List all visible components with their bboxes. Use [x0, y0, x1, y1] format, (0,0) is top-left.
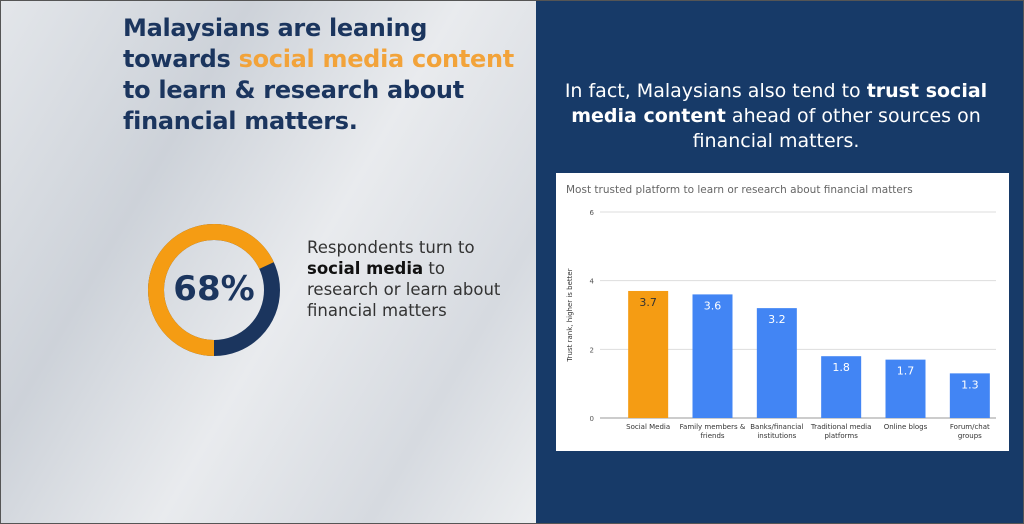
bar: [821, 356, 862, 418]
x-tick-label: groups: [958, 432, 982, 440]
donut-value-arc: [148, 224, 280, 356]
x-tick-label: Social Media: [626, 423, 670, 431]
data-label: 1.8: [832, 361, 850, 374]
headline-text-end: to learn & research about financial matt…: [123, 76, 464, 135]
donut-chart: [148, 224, 280, 356]
chart-title: Most trusted platform to learn or resear…: [566, 184, 913, 196]
bar: [628, 290, 669, 418]
bar: [692, 294, 733, 418]
data-label: 1.7: [897, 365, 915, 378]
bar: [756, 308, 797, 418]
x-tick-label: Forum/chat: [950, 423, 990, 431]
x-tick-label: friends: [700, 432, 724, 440]
sub-bold: trust social media content: [571, 80, 988, 127]
x-tick-label: Banks/financial: [750, 423, 803, 431]
sub-text-end: ahead of other sources on financial matt…: [692, 105, 981, 152]
y-axis-label: Trust rank, higher is better: [566, 268, 574, 362]
headline-highlight: social media content: [238, 45, 515, 73]
x-tick-label: Traditional media: [810, 423, 871, 431]
data-label: 3.2: [768, 313, 786, 326]
subheadline: In fact, Malaysians also tend to trust s…: [561, 79, 991, 154]
left-panel: Malaysians are leaning towards social me…: [1, 1, 536, 523]
bar: [949, 373, 990, 418]
headline-text: Malaysians are leaning towards: [123, 14, 428, 73]
y-tick-label: 2: [590, 346, 594, 354]
y-tick-label: 6: [590, 209, 595, 217]
x-tick-label: platforms: [824, 432, 858, 440]
chart-card: Most trusted platform to learn or resear…: [556, 173, 1009, 451]
x-tick-label: institutions: [757, 432, 796, 440]
bar-chart: 0 2 4 6 Trust rank, higher is better 3.7 Socia…: [566, 209, 996, 440]
stat-percentage: 68%: [173, 269, 255, 309]
x-tick-label: Family members &: [680, 423, 746, 431]
data-label: 1.3: [961, 378, 979, 391]
headline: Malaysians are leaning towards social me…: [123, 13, 533, 137]
x-tick-label: Online blogs: [884, 423, 928, 431]
data-label: 3.7: [639, 296, 657, 309]
y-tick-label: 4: [590, 278, 595, 286]
desc-text: Respondents turn to: [307, 238, 475, 257]
sub-text: In fact, Malaysians also tend to: [564, 80, 867, 102]
desc-bold: social media: [307, 259, 424, 278]
desc-text-end: to research or learn about financial mat…: [307, 259, 501, 320]
stat-description: Respondents turn to social media to rese…: [307, 237, 507, 321]
data-label: 3.6: [704, 299, 722, 312]
y-tick-label: 0: [590, 415, 594, 423]
bar: [885, 359, 926, 418]
